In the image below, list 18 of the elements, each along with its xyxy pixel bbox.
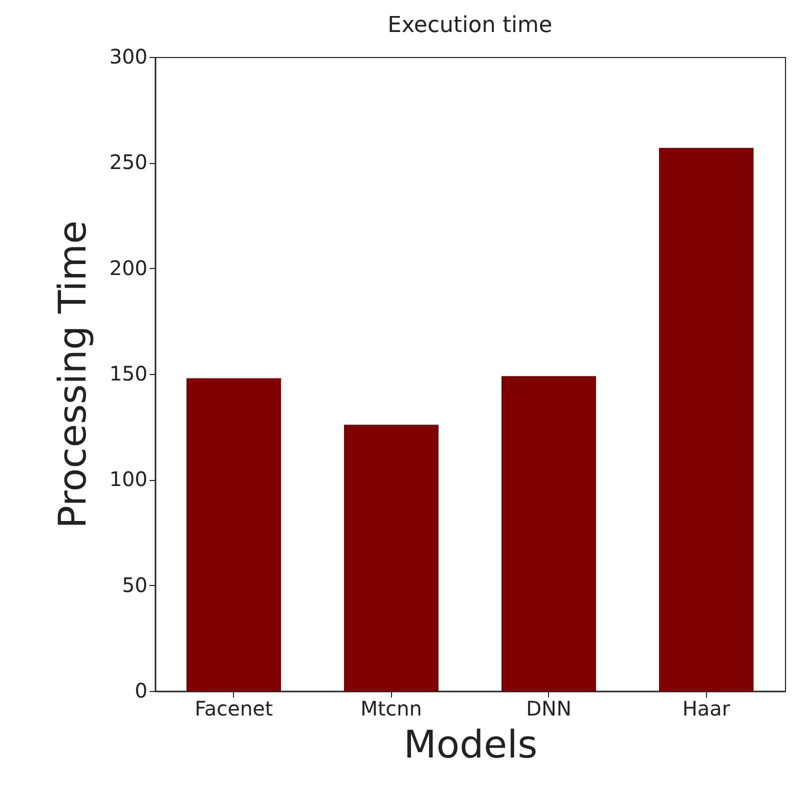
y-tick-label: 50 bbox=[122, 572, 148, 597]
y-axis-title: Processing Time bbox=[50, 220, 94, 528]
y-tick-label: 300 bbox=[109, 44, 148, 68]
bar bbox=[502, 376, 596, 691]
x-tick-label: Mtcnn bbox=[360, 696, 422, 720]
y-tick-label: 200 bbox=[109, 256, 148, 280]
y-tick-label: 150 bbox=[109, 362, 148, 386]
bar bbox=[659, 148, 754, 691]
chart-title: Execution time bbox=[388, 13, 552, 38]
y-tick-label: 250 bbox=[109, 150, 148, 174]
x-tick-label: Facenet bbox=[194, 696, 273, 720]
bar bbox=[344, 424, 438, 691]
x-tick-label: DNN bbox=[526, 696, 572, 720]
bar bbox=[186, 378, 281, 691]
x-tick-label: Haar bbox=[682, 696, 731, 720]
y-tick-label: 100 bbox=[109, 467, 148, 492]
x-axis-title: Models bbox=[404, 722, 538, 766]
y-tick-label: 0 bbox=[134, 678, 148, 702]
